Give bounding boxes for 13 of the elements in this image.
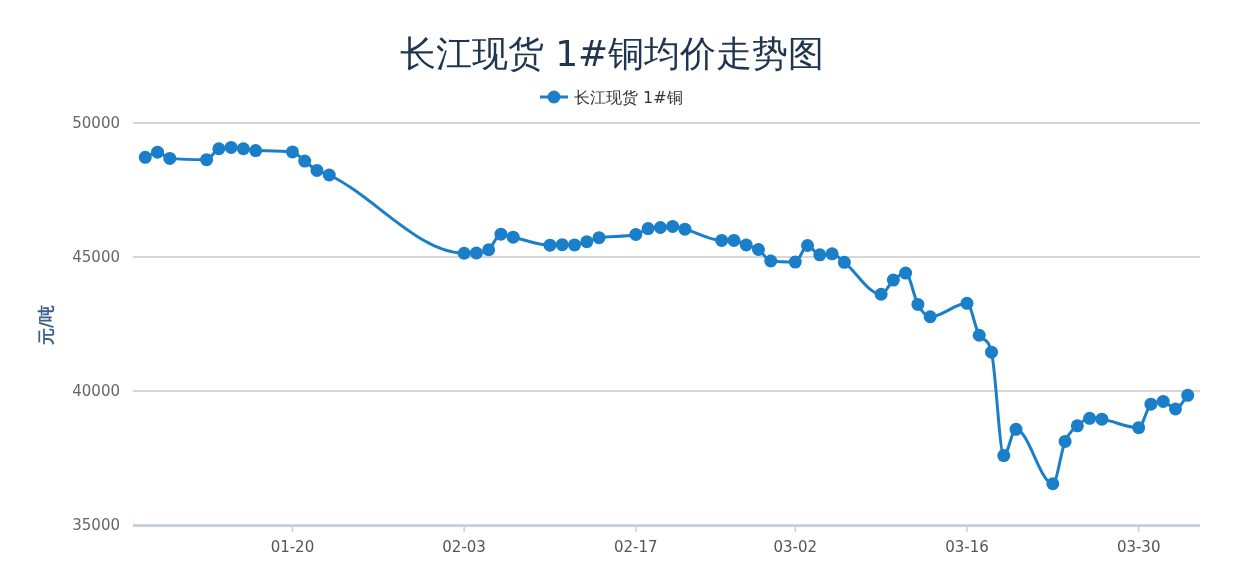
x-tick-label: 02-17 (614, 538, 658, 556)
x-tick-label: 01-20 (270, 538, 315, 556)
chart-title: 长江现货 1#铜均价走势图 (399, 33, 825, 74)
x-tick-label: 03-30 (1116, 538, 1161, 556)
y-tick-label: 45000 (72, 248, 120, 266)
y-tick-label: 35000 (72, 516, 120, 534)
y-tick-label: 40000 (72, 382, 120, 400)
x-tick-label: 03-16 (945, 538, 989, 556)
y-axis-title: 元/吨 (36, 304, 56, 347)
legend-label: 长江现货 1#铜 (574, 88, 683, 107)
x-tick-label: 03-02 (773, 538, 818, 556)
y-tick-label: 50000 (72, 114, 120, 132)
x-tick-label: 02-03 (442, 538, 486, 556)
